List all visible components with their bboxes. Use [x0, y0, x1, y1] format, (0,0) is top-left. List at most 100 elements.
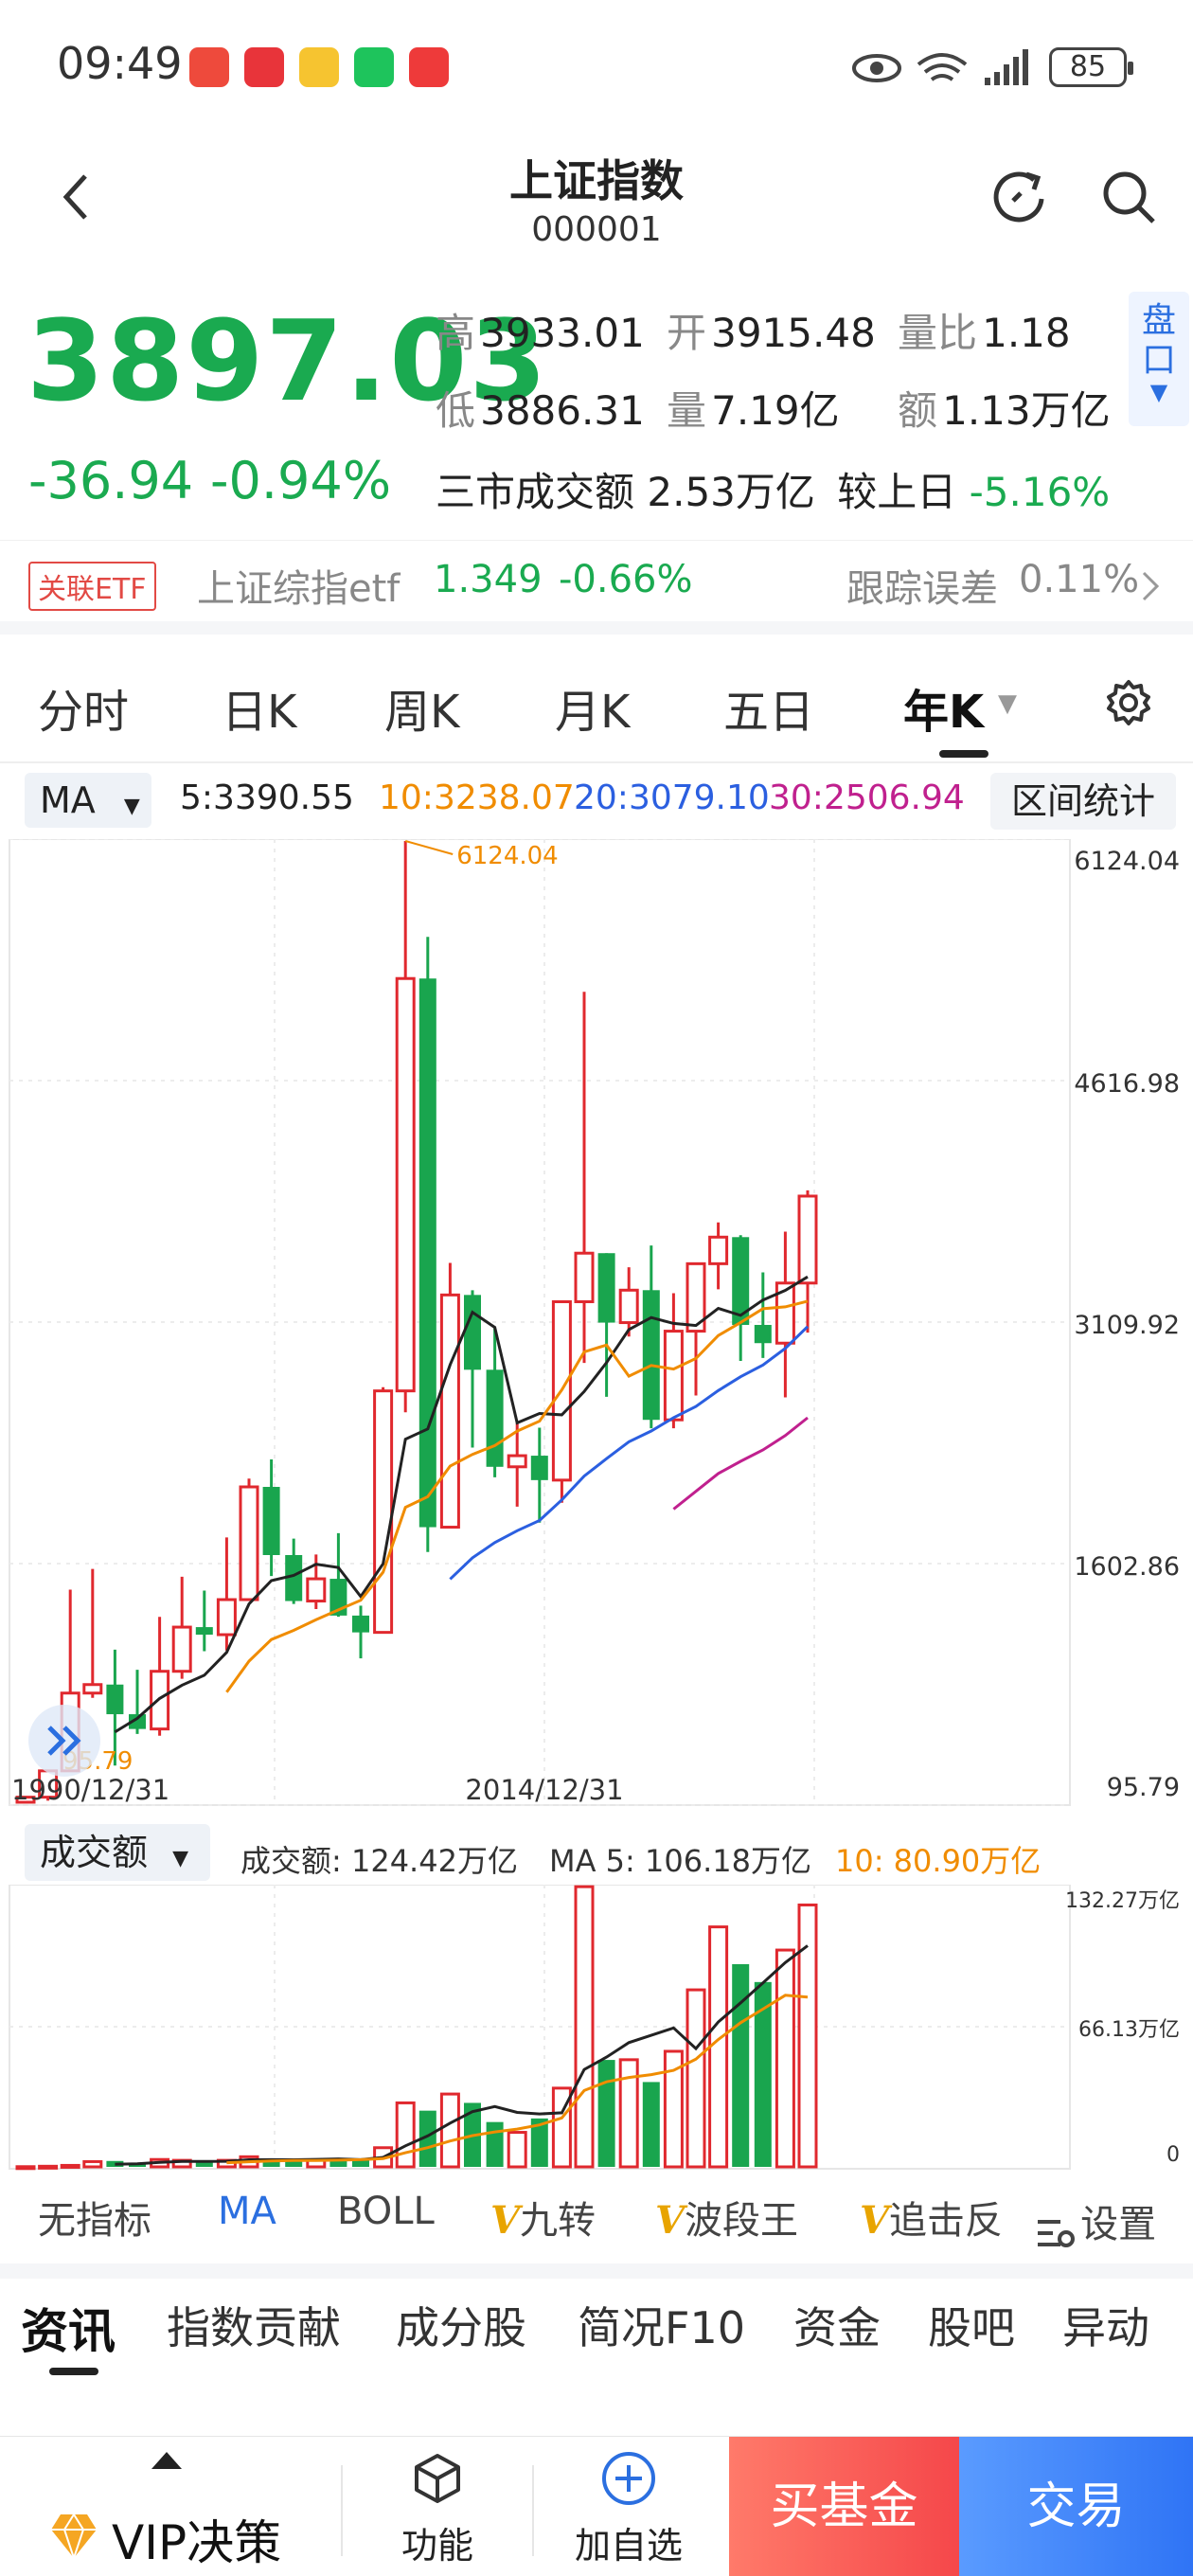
v-badge: V — [860, 2198, 890, 2243]
indicator-settings[interactable]: 设置 — [1034, 2193, 1156, 2254]
indicator-jiuzhuan[interactable]: V九转 — [490, 2190, 596, 2245]
volume-ma10-line — [226, 1994, 809, 2165]
volume-select[interactable]: 成交额 ▼ — [25, 1824, 210, 1881]
volume-ma5-label: MA 5: — [549, 1843, 635, 1879]
open-value: 3915.48 — [711, 310, 876, 356]
add-watchlist-button[interactable]: 加自选 — [574, 2525, 683, 2567]
info-tab-movement[interactable]: 异动 — [1062, 2302, 1149, 2353]
candle-body — [129, 1714, 146, 1729]
info-tab-news[interactable]: 资讯 — [21, 2304, 116, 2359]
function-button[interactable]: 功能 — [401, 2525, 473, 2567]
caret-up-icon[interactable] — [148, 2446, 186, 2473]
status-icons — [852, 49, 1028, 85]
tab-underline — [939, 750, 988, 758]
candle-body — [775, 1281, 795, 1345]
indicator-zhuijifan[interactable]: V追击反 — [860, 2190, 1003, 2245]
indicator-settings-label: 设置 — [1080, 2203, 1157, 2246]
candle-body — [171, 1625, 192, 1673]
info-tab-forum[interactable]: 股吧 — [928, 2302, 1015, 2353]
ma-select[interactable]: MA ▼ — [25, 773, 151, 828]
volume-bar — [797, 1903, 818, 2169]
info-tab-f10[interactable]: 简况F10 — [578, 2302, 745, 2353]
volume-chart[interactable]: 132.27万亿 66.13万亿 0 — [0, 1885, 1193, 2173]
volume-ma10: 10: 80.90万亿 — [835, 1837, 1041, 1881]
etf-row[interactable]: 关联ETF 上证综指etf 1.349 -0.66% 跟踪误差 0.11% — [0, 540, 1193, 635]
refresh-icon[interactable] — [988, 167, 1049, 227]
tab-weekly-k[interactable]: 周K — [384, 686, 460, 739]
volume-bar — [195, 2161, 213, 2167]
diamond-icon — [51, 2513, 97, 2562]
buy-fund-button[interactable]: 买基金 — [729, 2437, 959, 2576]
volume-y-tick-label: 66.13万亿 — [1078, 2018, 1180, 2042]
amount-label: 额 — [898, 387, 938, 434]
market-turnover-label: 三市成交额 — [436, 469, 635, 515]
high-label: 高 — [436, 310, 476, 356]
gear-icon[interactable] — [1104, 678, 1153, 727]
indicator-boll[interactable]: BOLL — [337, 2190, 435, 2233]
tab-five-day[interactable]: 五日 — [723, 686, 815, 739]
etf-name: 上证综指etf — [197, 567, 401, 611]
indicator-boduan[interactable]: V波段王 — [655, 2190, 798, 2245]
status-time: 09:49 — [57, 38, 183, 89]
stock-code: 000001 — [531, 210, 662, 249]
info-tab-contribution[interactable]: 指数贡献 — [167, 2302, 341, 2353]
candle-body — [663, 1330, 684, 1422]
tab-intraday[interactable]: 分时 — [38, 686, 130, 739]
search-icon[interactable] — [1098, 167, 1159, 227]
tab-daily-k[interactable]: 日K — [222, 686, 297, 739]
volume-bar — [486, 2121, 504, 2167]
pankou-button[interactable]: 盘口 ▼ — [1129, 292, 1189, 426]
candle-body — [106, 1684, 124, 1715]
candle-body — [708, 1235, 729, 1265]
volume-bar — [663, 2049, 684, 2169]
max-pointer — [404, 840, 454, 855]
compare-label: 较上日 — [837, 469, 957, 515]
candle-body — [15, 1796, 36, 1804]
open-label: 开 — [667, 310, 707, 356]
caret-down-icon[interactable]: ▼ — [998, 689, 1017, 718]
volume-bar — [775, 1948, 795, 2169]
volume-y-tick-label: 0 — [1166, 2143, 1180, 2167]
y-tick-label: 6124.04 — [1074, 847, 1180, 876]
volume-bar — [15, 2165, 36, 2171]
tab-yearly-k[interactable]: 年K — [903, 686, 985, 739]
indicator-none[interactable]: 无指标 — [38, 2199, 151, 2243]
volume-bar — [60, 2163, 80, 2169]
max-label: 6124.04 — [456, 842, 559, 870]
info-tab-funds[interactable]: 资金 — [793, 2302, 881, 2353]
candle-body — [439, 1293, 460, 1530]
indicator-ma[interactable]: MA — [218, 2190, 276, 2233]
volume-bar — [285, 2160, 303, 2167]
ma10-value: 10:3238.07 — [379, 778, 575, 817]
ma-select-label: MA — [40, 779, 96, 821]
info-tab-components[interactable]: 成分股 — [396, 2302, 526, 2353]
volume-total: 成交额: 124.42万亿 — [240, 1837, 518, 1881]
divider — [341, 2465, 343, 2556]
volume-bar — [329, 2157, 347, 2167]
volume-bar — [507, 2131, 527, 2169]
kline-chart[interactable]: 6124.04 4616.98 3109.92 1602.86 95.79 1990/12… — [0, 839, 1193, 1815]
wifi-icon — [917, 53, 968, 81]
volume-label: 量 — [667, 387, 707, 434]
low-label: 低 — [436, 387, 476, 434]
candle-body — [352, 1615, 369, 1633]
vip-button[interactable]: VIP决策 — [112, 2515, 282, 2570]
ratio-value: 1.18 — [982, 310, 1071, 356]
y-tick-label: 1602.86 — [1074, 1552, 1180, 1582]
volume-bar — [732, 1963, 750, 2167]
tab-monthly-k[interactable]: 月K — [555, 686, 631, 739]
back-icon[interactable] — [57, 170, 95, 224]
volume-total-label: 成交额: — [240, 1843, 342, 1879]
volume-y-tick-label: 132.27万亿 — [1065, 1889, 1180, 1913]
trade-button[interactable]: 交易 — [959, 2437, 1193, 2576]
ma30-value: 30:2506.94 — [769, 778, 965, 817]
expand-icon[interactable] — [27, 1703, 102, 1779]
ma20-value: 20:3079.10 — [574, 778, 770, 817]
info-tab-underline — [49, 2368, 98, 2375]
candle-body — [329, 1579, 347, 1616]
ma30-line — [672, 1416, 809, 1511]
sliders-icon — [1038, 2219, 1075, 2247]
range-stats-button[interactable]: 区间统计 — [990, 773, 1176, 830]
candle-body — [306, 1577, 327, 1603]
candle-body — [418, 978, 436, 1528]
